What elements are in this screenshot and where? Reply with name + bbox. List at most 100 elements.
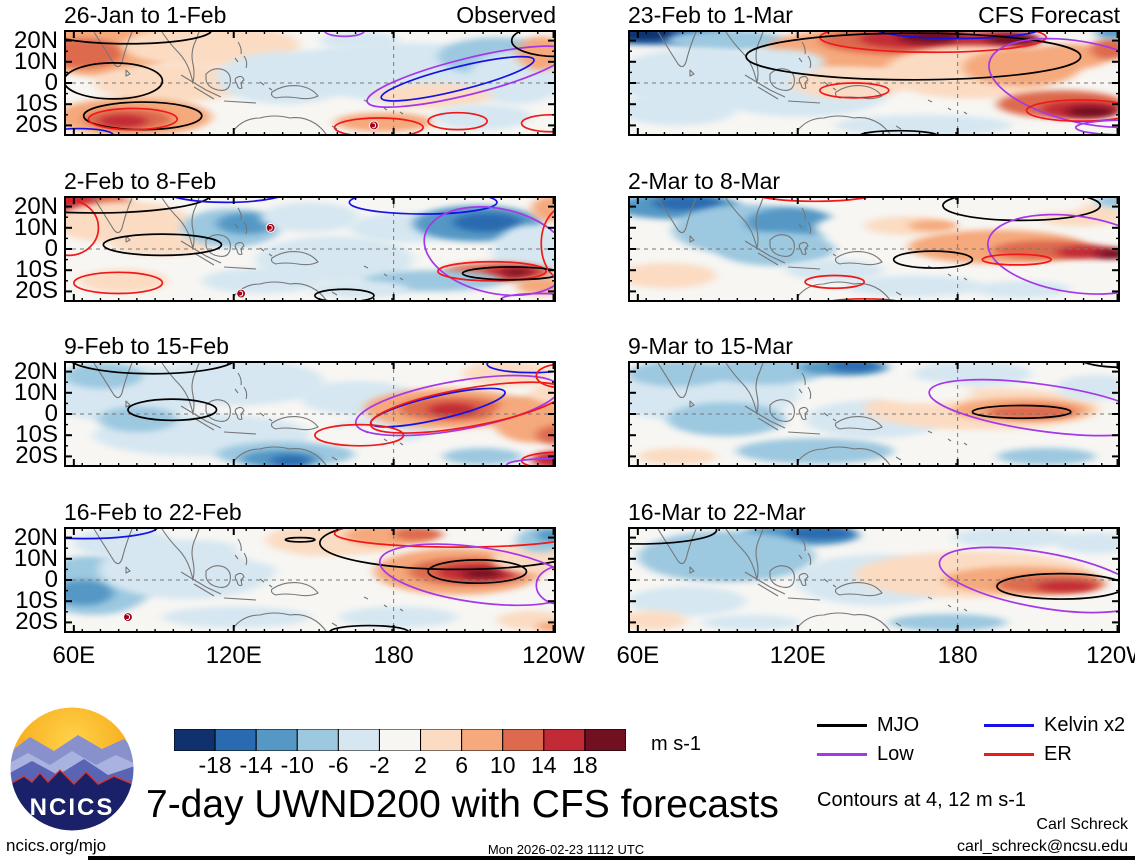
black-wave-contour — [64, 30, 213, 45]
anomaly-shading — [923, 196, 1022, 218]
y-axis-label: 20S — [15, 608, 58, 636]
anomaly-shading — [1036, 581, 1096, 592]
coastline — [657, 197, 968, 302]
colorbar-tick-label: -2 — [369, 752, 390, 778]
x-axis-label: 120E — [205, 642, 262, 669]
coastline — [657, 362, 968, 467]
anomaly-shading — [1095, 250, 1120, 259]
timestamp: Mon 2026-02-23 1112 UTC — [487, 842, 645, 857]
legend-label: Low — [877, 743, 914, 765]
anomaly-shading — [888, 613, 1007, 631]
anomaly-shading — [628, 610, 688, 630]
x-axis-label: 120W — [1086, 642, 1135, 669]
legend-label: MJO — [877, 714, 920, 736]
colorbar-tick-label: -18 — [198, 752, 232, 778]
legend-label: ER — [1044, 743, 1072, 765]
anomaly-shading — [637, 447, 717, 465]
anomaly-shading — [706, 361, 825, 385]
legend-item: ER — [984, 743, 1072, 765]
anomaly-shading — [113, 234, 212, 256]
black-wave-contour — [127, 398, 218, 422]
black-wave-contour — [745, 32, 1082, 81]
black-wave-contour — [996, 572, 1120, 600]
anomaly-shading — [785, 259, 884, 281]
red-wave-contour — [540, 208, 556, 279]
y-axis-label: 20N — [13, 192, 58, 220]
x-axis-label: 60E — [52, 642, 96, 669]
y-axis-label: 10N — [13, 378, 58, 406]
red-wave-contour — [981, 253, 1052, 266]
red-wave-contour — [427, 111, 488, 131]
black-wave-contour — [942, 196, 1102, 222]
colorbar-cell — [378, 729, 422, 751]
y-axis-label: 0 — [44, 566, 58, 593]
y-axis-label: 10S — [15, 587, 58, 615]
y-axis-label: 20S — [15, 277, 58, 305]
colorbar-tick-label: -6 — [328, 752, 349, 778]
panel-title-row: 9-Mar to 15-Mar — [628, 333, 1120, 359]
anomaly-shading — [628, 361, 727, 387]
map-panel — [64, 196, 556, 302]
contour-note: Contours at 4, 12 m s-1 — [817, 789, 1026, 811]
anomaly-shading — [1031, 43, 1111, 70]
map-panel — [628, 30, 1120, 136]
axis-ticks — [628, 196, 1120, 302]
anomaly-shading — [667, 30, 786, 52]
coastline — [93, 197, 404, 302]
colorbar-unit: m s-1 — [651, 733, 701, 755]
anomaly-shading — [652, 196, 722, 211]
colorbar-tick-label: 2 — [414, 752, 427, 778]
black-wave-contour — [102, 233, 223, 257]
x-axis-label: 120W — [522, 642, 585, 669]
purple-wave-contour — [354, 374, 556, 437]
legend-line-swatch — [817, 723, 867, 727]
black-wave-contour — [64, 196, 212, 214]
red-wave-contour — [87, 107, 179, 131]
y-axis-label: 10S — [15, 90, 58, 118]
anomaly-shading — [1056, 532, 1120, 554]
colorbar-tick-label: 14 — [531, 752, 557, 778]
map-panel — [64, 30, 556, 136]
purple-wave-contour — [928, 378, 1120, 437]
red-wave-contour — [1025, 99, 1120, 123]
purple-wave-contour — [366, 45, 556, 108]
axis-ticks — [64, 196, 556, 302]
colorbar-tick-label: 10 — [489, 752, 516, 778]
colorbar-tick-label: -14 — [239, 752, 273, 778]
colorbar-cell — [420, 729, 463, 751]
axis-ticks — [64, 361, 556, 467]
blue-wave-contour — [64, 527, 159, 540]
panel-title-row: 9-Feb to 15-Feb — [64, 333, 556, 359]
panel-date-range: 2-Feb to 8-Feb — [64, 168, 217, 194]
black-wave-contour — [427, 559, 528, 585]
anomaly-shading — [746, 207, 835, 238]
axis-ticks — [628, 527, 1120, 633]
anomaly-shading — [201, 268, 320, 294]
blue-wave-contour — [348, 196, 498, 215]
coastline — [93, 528, 404, 633]
map-panel — [628, 361, 1120, 467]
anomaly-shading — [908, 220, 958, 231]
red-wave-contour — [804, 274, 866, 290]
black-wave-contour — [628, 527, 718, 545]
y-axis-label: 10N — [13, 47, 58, 75]
purple-wave-contour — [938, 546, 1120, 614]
anomaly-shading — [64, 363, 143, 389]
red-wave-contour — [333, 117, 424, 136]
map-panel — [628, 196, 1120, 302]
anomaly-shading — [987, 404, 1076, 420]
purple-wave-contour — [423, 206, 556, 297]
y-axis-label: 0 — [44, 235, 58, 262]
legend-line-swatch — [984, 752, 1034, 756]
y-axis-label: 0 — [44, 400, 58, 427]
anomaly-shading — [701, 614, 801, 630]
anomaly-shading — [1056, 374, 1120, 401]
axis-ticks — [64, 30, 556, 136]
anomaly-shading — [531, 382, 556, 404]
panel-column-heading: Observed — [456, 2, 556, 28]
anomaly-shading — [1065, 106, 1116, 117]
panel-date-range: 9-Feb to 15-Feb — [64, 333, 229, 359]
panel-title-row: 2-Feb to 8-Feb — [64, 168, 556, 194]
anomaly-shading — [452, 212, 522, 233]
